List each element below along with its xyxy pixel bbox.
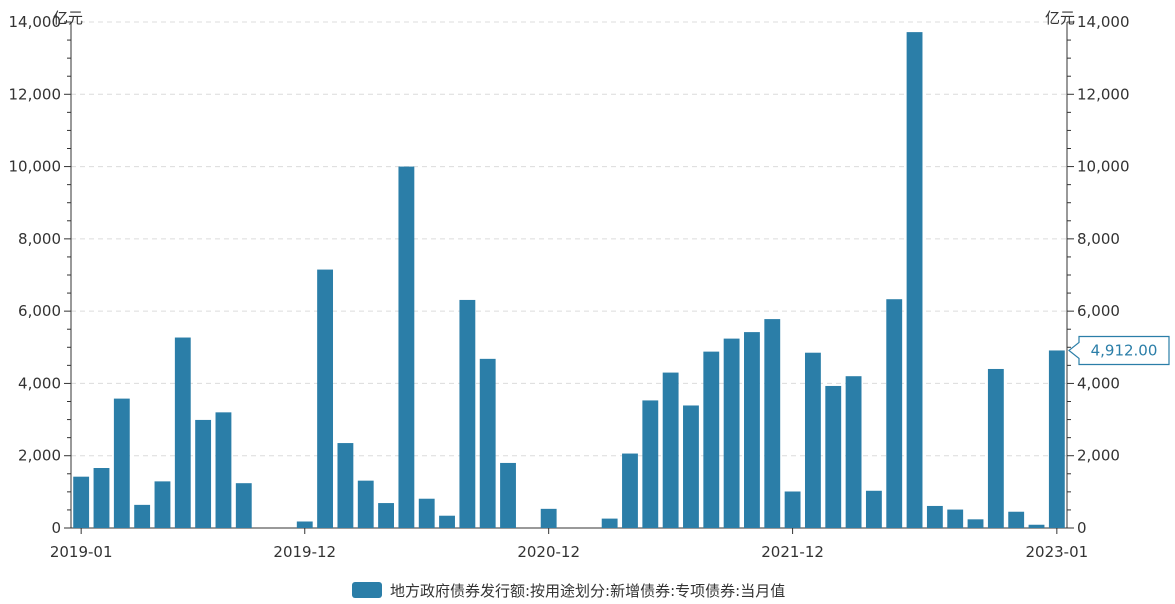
bar[interactable] xyxy=(418,498,435,528)
x-tick-label: 2019-12 xyxy=(273,543,336,561)
legend-swatch xyxy=(352,582,382,598)
bar[interactable] xyxy=(378,503,394,528)
bar[interactable] xyxy=(134,504,151,528)
bar[interactable] xyxy=(906,32,923,529)
bar[interactable] xyxy=(154,481,171,528)
bar[interactable] xyxy=(744,332,760,528)
bar[interactable] xyxy=(845,376,862,528)
bar[interactable] xyxy=(337,443,354,528)
bar[interactable] xyxy=(296,521,313,528)
bar[interactable] xyxy=(357,480,374,528)
bar[interactable] xyxy=(622,453,638,528)
bar[interactable] xyxy=(683,405,699,528)
bar[interactable] xyxy=(723,338,740,528)
x-tick-label: 2021-12 xyxy=(761,543,824,561)
x-tick-label: 2023-01 xyxy=(1025,543,1088,561)
bar[interactable] xyxy=(174,337,191,528)
bar[interactable] xyxy=(398,166,415,529)
value-callout-box xyxy=(1068,335,1170,366)
y-tick-label-right: 0 xyxy=(1077,519,1087,537)
bar[interactable] xyxy=(662,372,679,528)
bar[interactable] xyxy=(317,269,334,528)
bar[interactable] xyxy=(601,518,618,528)
y-tick-label-right: 12,000 xyxy=(1077,85,1130,103)
y-tick-label-right: 10,000 xyxy=(1077,158,1130,176)
y-tick-label-left: 8,000 xyxy=(18,230,61,248)
bar[interactable] xyxy=(825,385,842,528)
legend[interactable]: 地方政府债券发行额:按用途划分:新增债券:专项债券:当月值 xyxy=(352,579,785,601)
bar[interactable] xyxy=(459,299,476,528)
y-tick-label-left: 2,000 xyxy=(18,447,61,465)
bar[interactable] xyxy=(784,491,801,528)
y-tick-label-left: 4,000 xyxy=(18,374,61,392)
bar[interactable] xyxy=(764,319,781,528)
y-tick-label-right: 8,000 xyxy=(1077,230,1120,248)
value-callout-label: 4,912.00 xyxy=(1091,341,1158,359)
bar[interactable] xyxy=(439,515,455,528)
bar[interactable] xyxy=(886,299,903,528)
bar[interactable] xyxy=(1008,511,1025,528)
bar[interactable] xyxy=(804,352,821,528)
bar[interactable] xyxy=(93,468,110,528)
bar[interactable] xyxy=(235,483,252,528)
y-tick-label-left: 0 xyxy=(51,519,61,537)
y-tick-label-right: 2,000 xyxy=(1077,447,1120,465)
bar[interactable] xyxy=(500,462,516,528)
y-tick-label-right: 14,000 xyxy=(1077,13,1130,31)
legend-label: 地方政府债券发行额:按用途划分:新增债券:专项债券:当月值 xyxy=(390,581,786,600)
y-tick-label-left: 10,000 xyxy=(9,158,62,176)
left-unit-label: 亿元 xyxy=(53,9,83,27)
bar[interactable] xyxy=(865,490,882,528)
y-tick-label-left: 14,000 xyxy=(9,13,62,31)
bar[interactable] xyxy=(642,400,659,528)
bar[interactable] xyxy=(540,508,557,528)
bar[interactable] xyxy=(73,476,90,528)
y-tick-label-right: 4,000 xyxy=(1077,374,1120,392)
bar[interactable] xyxy=(1048,350,1065,528)
right-unit-label: 亿元 xyxy=(1045,9,1075,27)
bar[interactable] xyxy=(703,351,720,528)
bar[interactable] xyxy=(1028,524,1045,528)
bar[interactable] xyxy=(987,368,1004,528)
bar[interactable] xyxy=(215,412,232,528)
x-tick-label: 2019-01 xyxy=(50,543,113,561)
bar[interactable] xyxy=(113,398,130,528)
bar[interactable] xyxy=(926,505,943,528)
bar[interactable] xyxy=(947,509,964,528)
bar[interactable] xyxy=(195,419,212,528)
y-tick-label-right: 6,000 xyxy=(1077,302,1120,320)
y-tick-label-left: 6,000 xyxy=(18,302,61,320)
x-tick-label: 2020-12 xyxy=(517,543,580,561)
y-tick-label-left: 12,000 xyxy=(9,85,62,103)
bar[interactable] xyxy=(479,358,496,528)
bar[interactable] xyxy=(967,519,984,528)
